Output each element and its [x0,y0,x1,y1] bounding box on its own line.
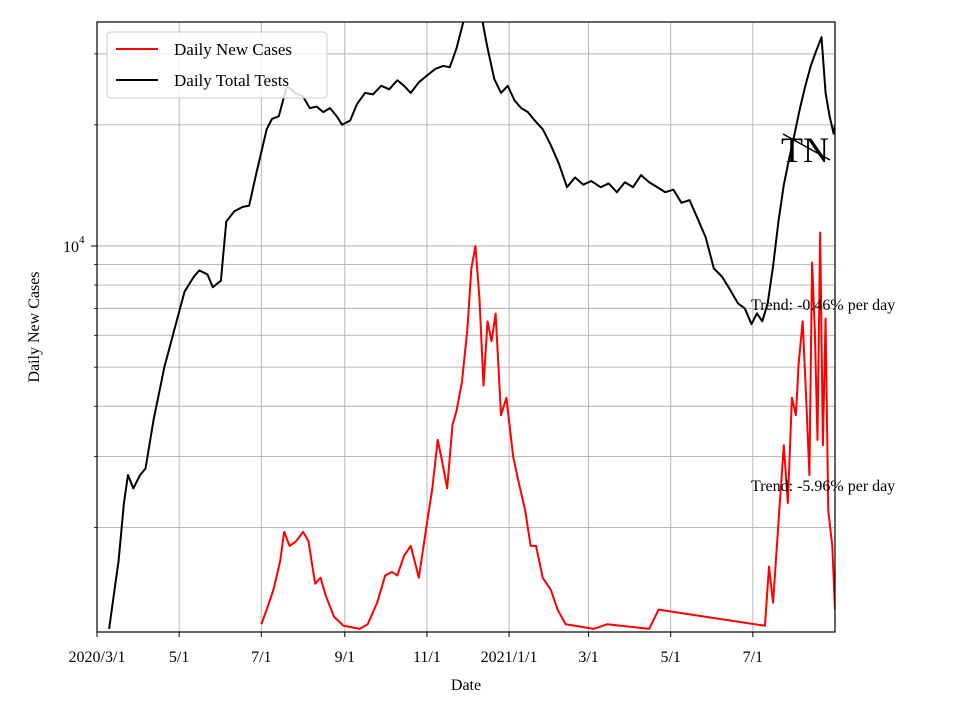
ticks: 2020/3/1 5/1 7/1 9/1 11/1 2021/1/1 3/1 5/1 7/1 10… [63,53,763,666]
legend: Daily New Cases Daily Total Tests [106,31,328,99]
x-tick-label: 5/1 [660,649,680,666]
state-label-strike [782,133,831,161]
legend-label-new-cases: Daily New Cases [174,40,292,59]
y-tick-label-base: 10 [63,239,79,256]
y-axis-label: Daily New Cases [26,271,43,382]
grid [96,22,835,632]
legend-label-total-tests: Daily Total Tests [174,71,289,90]
x-tick-label: 3/1 [578,649,598,666]
x-axis-label: Date [451,677,481,694]
x-tick-label: 11/1 [413,649,441,666]
x-tick-label: 7/1 [743,649,763,666]
x-tick-label: 2020/3/1 [69,649,126,666]
x-tick-label: 2021/1/1 [481,649,538,666]
plot-frame [96,21,836,633]
state-label: TN [781,130,829,170]
series-group [108,22,835,630]
legend-box [106,31,328,99]
x-tick-label: 5/1 [169,649,189,666]
series-line-1 [108,22,835,629]
series-line-0 [260,231,835,630]
x-tick-label: 7/1 [251,649,271,666]
x-tick-label: 9/1 [335,649,355,666]
y-tick-label-exponent: 4 [79,234,85,246]
trend-annotation-tests: Trend: -0.46% per day [751,297,895,314]
trend-annotation-cases: Trend: -5.96% per day [751,478,895,495]
